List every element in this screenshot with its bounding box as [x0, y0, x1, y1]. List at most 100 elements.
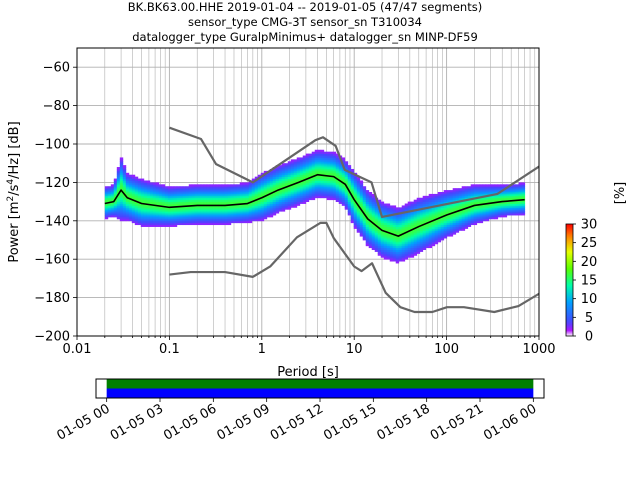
psd-cell: [155, 207, 160, 210]
psd-cell: [134, 197, 139, 201]
psd-cell: [344, 197, 349, 201]
psd-cell: [236, 197, 241, 201]
psd-cell: [269, 205, 274, 208]
psd-cell: [233, 220, 238, 224]
psd-cell: [104, 197, 109, 201]
psd-cell: [365, 192, 370, 195]
psd-cell: [362, 211, 367, 214]
psd-cell: [365, 205, 370, 208]
psd-cell: [161, 222, 166, 226]
psd-cell: [392, 205, 397, 208]
psd-cell: [398, 230, 403, 233]
psd-cell: [296, 161, 301, 164]
psd-cell: [146, 180, 151, 183]
psd-cell: [251, 182, 256, 185]
psd-cell: [362, 222, 367, 226]
psd-cell: [131, 216, 136, 220]
psd-cell: [338, 195, 343, 199]
psd-cell: [245, 195, 250, 199]
psd-cell: [263, 213, 268, 216]
psd-cell: [305, 199, 310, 202]
psd-cell: [488, 184, 493, 187]
psd-cell: [167, 195, 172, 199]
psd-cell: [395, 222, 400, 226]
psd-cell: [293, 184, 298, 187]
psd-cell: [446, 215, 451, 218]
psd-cell: [290, 165, 295, 168]
psd-cell: [311, 172, 316, 176]
psd-cell: [494, 186, 499, 189]
psd-cell: [509, 186, 514, 189]
psd-cell: [488, 192, 493, 195]
psd-cell: [116, 170, 121, 174]
psd-cell: [380, 201, 385, 204]
psd-cell: [515, 211, 520, 214]
psd-cell: [254, 193, 259, 197]
psd-cell: [239, 205, 244, 208]
psd-cell: [125, 209, 130, 212]
psd-cell: [494, 190, 499, 193]
psd-cell: [278, 193, 283, 197]
psd-cell: [434, 220, 439, 224]
psd-cell: [311, 188, 316, 191]
psd-cell: [365, 222, 370, 226]
psd-cell: [368, 230, 373, 233]
psd-cell: [407, 218, 412, 222]
psd-cell: [290, 159, 295, 162]
psd-cell: [392, 245, 397, 249]
psd-cell: [155, 199, 160, 202]
psd-cell: [443, 211, 448, 214]
psd-cell: [380, 247, 385, 250]
psd-cell: [434, 197, 439, 201]
psd-cell: [377, 245, 382, 249]
psd-cell: [227, 213, 232, 216]
psd-cell: [413, 216, 418, 220]
psd-cell: [314, 159, 319, 162]
psd-cell: [221, 199, 226, 202]
psd-cell: [446, 220, 451, 224]
psd-cell: [374, 209, 379, 212]
psd-cell: [413, 201, 418, 204]
psd-cell: [179, 220, 184, 224]
psd-cell: [317, 186, 322, 189]
psd-cell: [113, 199, 118, 202]
psd-cell: [218, 218, 223, 222]
psd-cell: [344, 201, 349, 204]
psd-cell: [161, 218, 166, 222]
psd-cell: [245, 193, 250, 197]
psd-cell: [407, 251, 412, 254]
psd-cell: [488, 195, 493, 199]
psd-cell: [446, 209, 451, 212]
psd-cell: [368, 216, 373, 220]
psd-cell: [509, 205, 514, 208]
psd-cell: [428, 245, 433, 249]
psd-cell: [128, 176, 133, 179]
psd-cell: [401, 207, 406, 210]
psd-cell: [209, 188, 214, 191]
psd-cell: [428, 215, 433, 218]
psd-cell: [131, 176, 136, 179]
psd-cell: [479, 213, 484, 216]
psd-cell: [140, 220, 145, 224]
psd-cell: [194, 205, 199, 208]
psd-cell: [377, 218, 382, 222]
psd-cell: [245, 192, 250, 195]
psd-cell: [224, 192, 229, 195]
psd-cell: [167, 207, 172, 210]
psd-cell: [374, 243, 379, 247]
psd-cell: [464, 211, 469, 214]
psd-cell: [416, 247, 421, 250]
psd-cell: [203, 190, 208, 193]
psd-cell: [143, 182, 148, 185]
psd-cell: [323, 168, 328, 172]
psd-cell: [431, 193, 436, 197]
psd-cell: [506, 197, 511, 201]
psd-cell: [404, 234, 409, 237]
psd-cell: [287, 163, 292, 166]
psd-cell: [422, 226, 427, 229]
psd-cell: [278, 168, 283, 172]
psd-cell: [185, 186, 190, 189]
psd-cell: [407, 253, 412, 256]
psd-cell: [503, 211, 508, 214]
psd-cell: [362, 209, 367, 212]
